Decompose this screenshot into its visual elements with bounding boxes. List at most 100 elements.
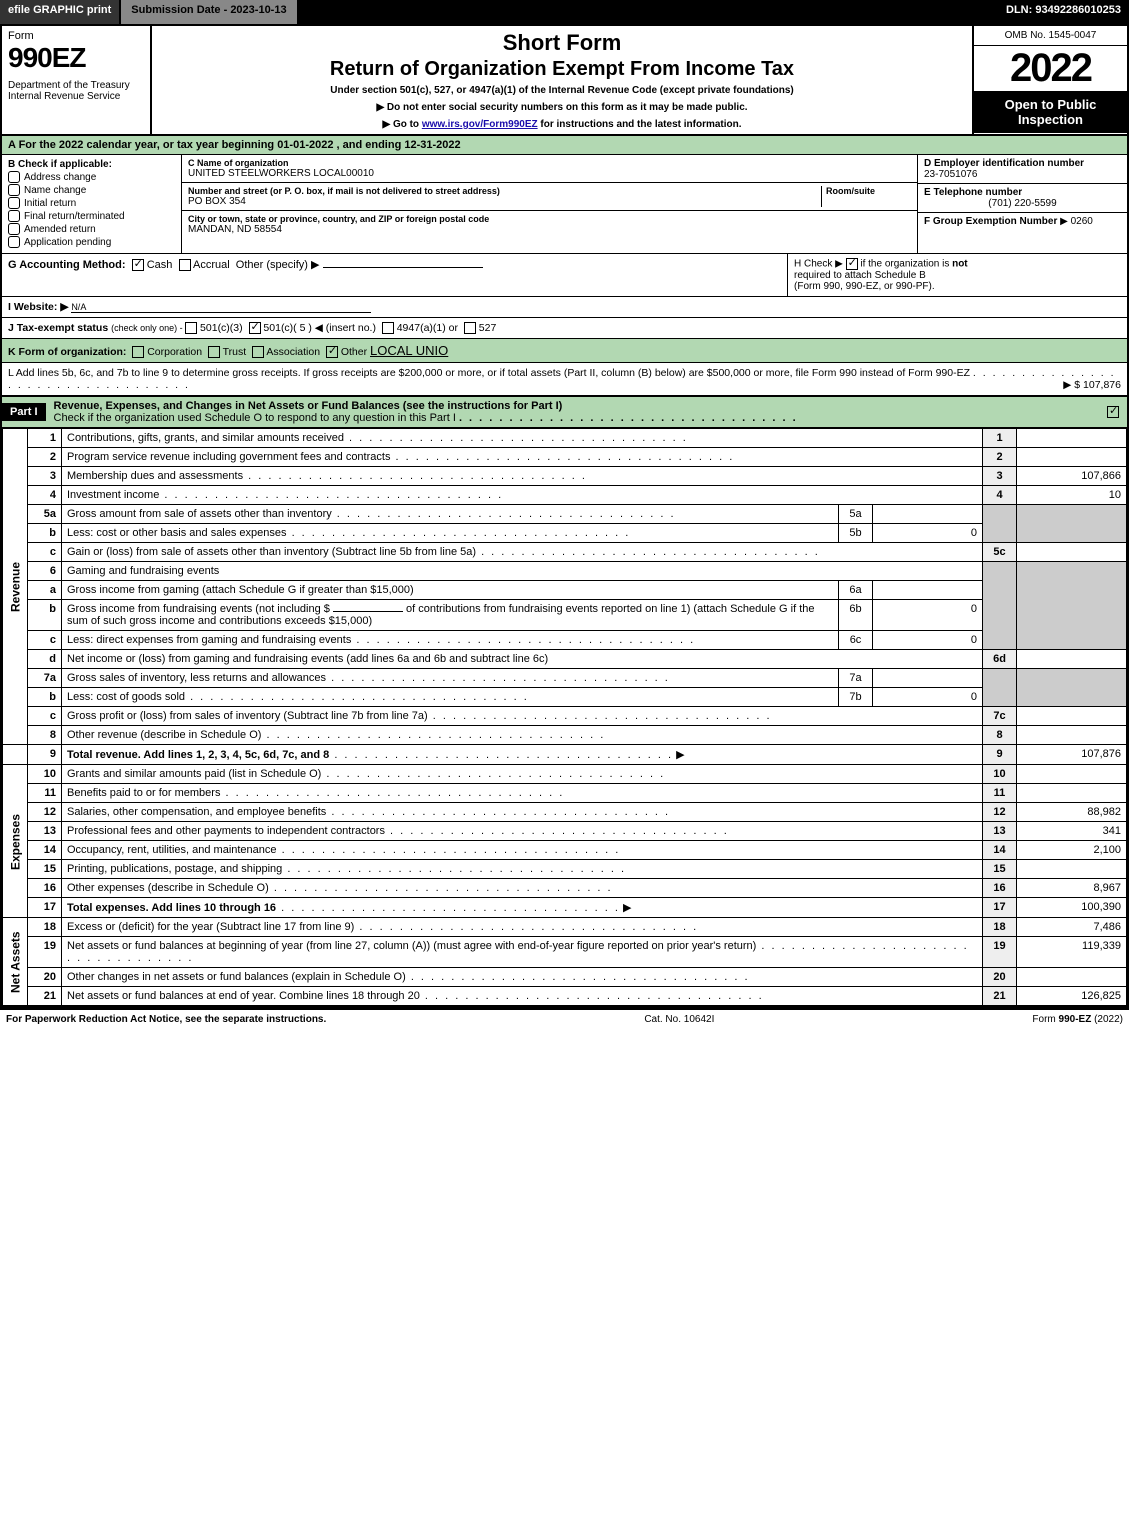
netassets-sidelabel: Net Assets bbox=[3, 918, 28, 1006]
chk-assoc[interactable] bbox=[252, 346, 264, 358]
l6a-num: a bbox=[28, 581, 62, 600]
website: N/A bbox=[71, 302, 371, 313]
l6a-desc: Gross income from gaming (attach Schedul… bbox=[62, 581, 839, 600]
f-lbl: F Group Exemption Number bbox=[924, 216, 1057, 227]
l14-amt: 2,100 bbox=[1017, 841, 1127, 860]
l17-c: 17 bbox=[983, 898, 1017, 918]
k-lbl: K Form of organization: bbox=[8, 346, 126, 358]
l18-c: 18 bbox=[983, 918, 1017, 937]
l7b-sa: 0 bbox=[873, 688, 983, 707]
form-number: 990EZ bbox=[8, 42, 144, 74]
line-h: H Check ▶ if the organization is not req… bbox=[787, 254, 1127, 296]
l5b-num: b bbox=[28, 524, 62, 543]
part1-title: Revenue, Expenses, and Changes in Net As… bbox=[54, 400, 563, 412]
irs-link[interactable]: www.irs.gov/Form990EZ bbox=[422, 119, 538, 130]
line-a: A For the 2022 calendar year, or tax yea… bbox=[2, 136, 1127, 155]
part1-label: Part I bbox=[2, 403, 46, 421]
main-title: Return of Organization Exempt From Incom… bbox=[160, 58, 964, 81]
l15-amt bbox=[1017, 860, 1127, 879]
h-not: not bbox=[952, 259, 968, 270]
l13-num: 13 bbox=[28, 822, 62, 841]
chk-other-org[interactable] bbox=[326, 346, 338, 358]
chk-501c[interactable] bbox=[249, 322, 261, 334]
l4-amt: 10 bbox=[1017, 486, 1127, 505]
k-opt-0: Corporation bbox=[147, 346, 202, 358]
l1-amt bbox=[1017, 429, 1127, 448]
org-name: UNITED STEELWORKERS LOCAL00010 bbox=[188, 168, 911, 179]
l17-num: 17 bbox=[28, 898, 62, 918]
goto-post: for instructions and the latest informat… bbox=[538, 119, 742, 130]
l2-desc: Program service revenue including govern… bbox=[67, 451, 734, 463]
l6d-c: 6d bbox=[983, 650, 1017, 669]
h-pre: H Check ▶ bbox=[794, 259, 846, 270]
submission-date: Submission Date - 2023-10-13 bbox=[119, 0, 296, 24]
c-name-lbl: C Name of organization bbox=[188, 158, 911, 168]
g-other-input[interactable] bbox=[323, 267, 483, 268]
l8-amt bbox=[1017, 726, 1127, 745]
l17-dots bbox=[276, 902, 620, 914]
l3-num: 3 bbox=[28, 467, 62, 486]
chk-final-return[interactable] bbox=[8, 210, 20, 222]
l6b-desc-pre: Gross income from fundraising events (no… bbox=[67, 603, 330, 615]
chk-address-change[interactable] bbox=[8, 171, 20, 183]
l15-num: 15 bbox=[28, 860, 62, 879]
l5a-desc: Gross amount from sale of assets other t… bbox=[67, 508, 676, 520]
l7b-num: b bbox=[28, 688, 62, 707]
l9-amt: 107,876 bbox=[1017, 745, 1127, 765]
l13-amt: 341 bbox=[1017, 822, 1127, 841]
l7a-desc: Gross sales of inventory, less returns a… bbox=[67, 672, 670, 684]
line-i: I Website: ▶ N/A bbox=[2, 297, 1127, 318]
l5b-sc: 5b bbox=[839, 524, 873, 543]
l19-num: 19 bbox=[28, 937, 62, 968]
b-opt-1: Name change bbox=[24, 185, 86, 196]
chk-h[interactable] bbox=[846, 258, 858, 270]
l16-c: 16 bbox=[983, 879, 1017, 898]
l7c-num: c bbox=[28, 707, 62, 726]
l14-desc: Occupancy, rent, utilities, and maintena… bbox=[67, 844, 620, 856]
l6c-num: c bbox=[28, 631, 62, 650]
l6-desc: Gaming and fundraising events bbox=[62, 562, 983, 581]
line-j: J Tax-exempt status (check only one) - 5… bbox=[2, 318, 1127, 339]
l12-num: 12 bbox=[28, 803, 62, 822]
l7b-sc: 7b bbox=[839, 688, 873, 707]
l10-num: 10 bbox=[28, 765, 62, 784]
l7a-sa bbox=[873, 669, 983, 688]
l5a-num: 5a bbox=[28, 505, 62, 524]
chk-accrual[interactable] bbox=[179, 259, 191, 271]
section-def: D Employer identification number 23-7051… bbox=[917, 155, 1127, 253]
l4-c: 4 bbox=[983, 486, 1017, 505]
no-ssn-note: ▶ Do not enter social security numbers o… bbox=[160, 102, 964, 113]
l15-desc: Printing, publications, postage, and shi… bbox=[67, 863, 626, 875]
l13-c: 13 bbox=[983, 822, 1017, 841]
part1-header: Part I Revenue, Expenses, and Changes in… bbox=[2, 396, 1127, 428]
l9-dots bbox=[329, 749, 673, 761]
l7b-desc: Less: cost of goods sold bbox=[67, 691, 529, 703]
l4-num: 4 bbox=[28, 486, 62, 505]
chk-527[interactable] bbox=[464, 322, 476, 334]
l9-num: 9 bbox=[28, 745, 62, 765]
chk-501c3[interactable] bbox=[185, 322, 197, 334]
chk-4947[interactable] bbox=[382, 322, 394, 334]
ein: 23-7051076 bbox=[924, 169, 1121, 180]
l-amount: ▶ $ 107,876 bbox=[1063, 379, 1121, 391]
chk-pending[interactable] bbox=[8, 236, 20, 248]
chk-amended[interactable] bbox=[8, 223, 20, 235]
chk-name-change[interactable] bbox=[8, 184, 20, 196]
l6d-amt bbox=[1017, 650, 1127, 669]
l21-desc: Net assets or fund balances at end of ye… bbox=[67, 990, 764, 1002]
l6-greyamt bbox=[1017, 562, 1127, 650]
room-lbl: Room/suite bbox=[826, 186, 911, 196]
b-opt-2: Initial return bbox=[24, 198, 76, 209]
chk-cash[interactable] bbox=[132, 259, 144, 271]
part1-table: Revenue 1 Contributions, gifts, grants, … bbox=[2, 428, 1127, 1006]
l7c-desc: Gross profit or (loss) from sales of inv… bbox=[67, 710, 772, 722]
chk-schedule-o[interactable] bbox=[1107, 406, 1119, 418]
l6b-blank[interactable] bbox=[333, 611, 403, 612]
l14-c: 14 bbox=[983, 841, 1017, 860]
h-post: if the organization is bbox=[858, 259, 953, 270]
chk-initial-return[interactable] bbox=[8, 197, 20, 209]
l2-c: 2 bbox=[983, 448, 1017, 467]
l3-c: 3 bbox=[983, 467, 1017, 486]
chk-corp[interactable] bbox=[132, 346, 144, 358]
chk-trust[interactable] bbox=[208, 346, 220, 358]
